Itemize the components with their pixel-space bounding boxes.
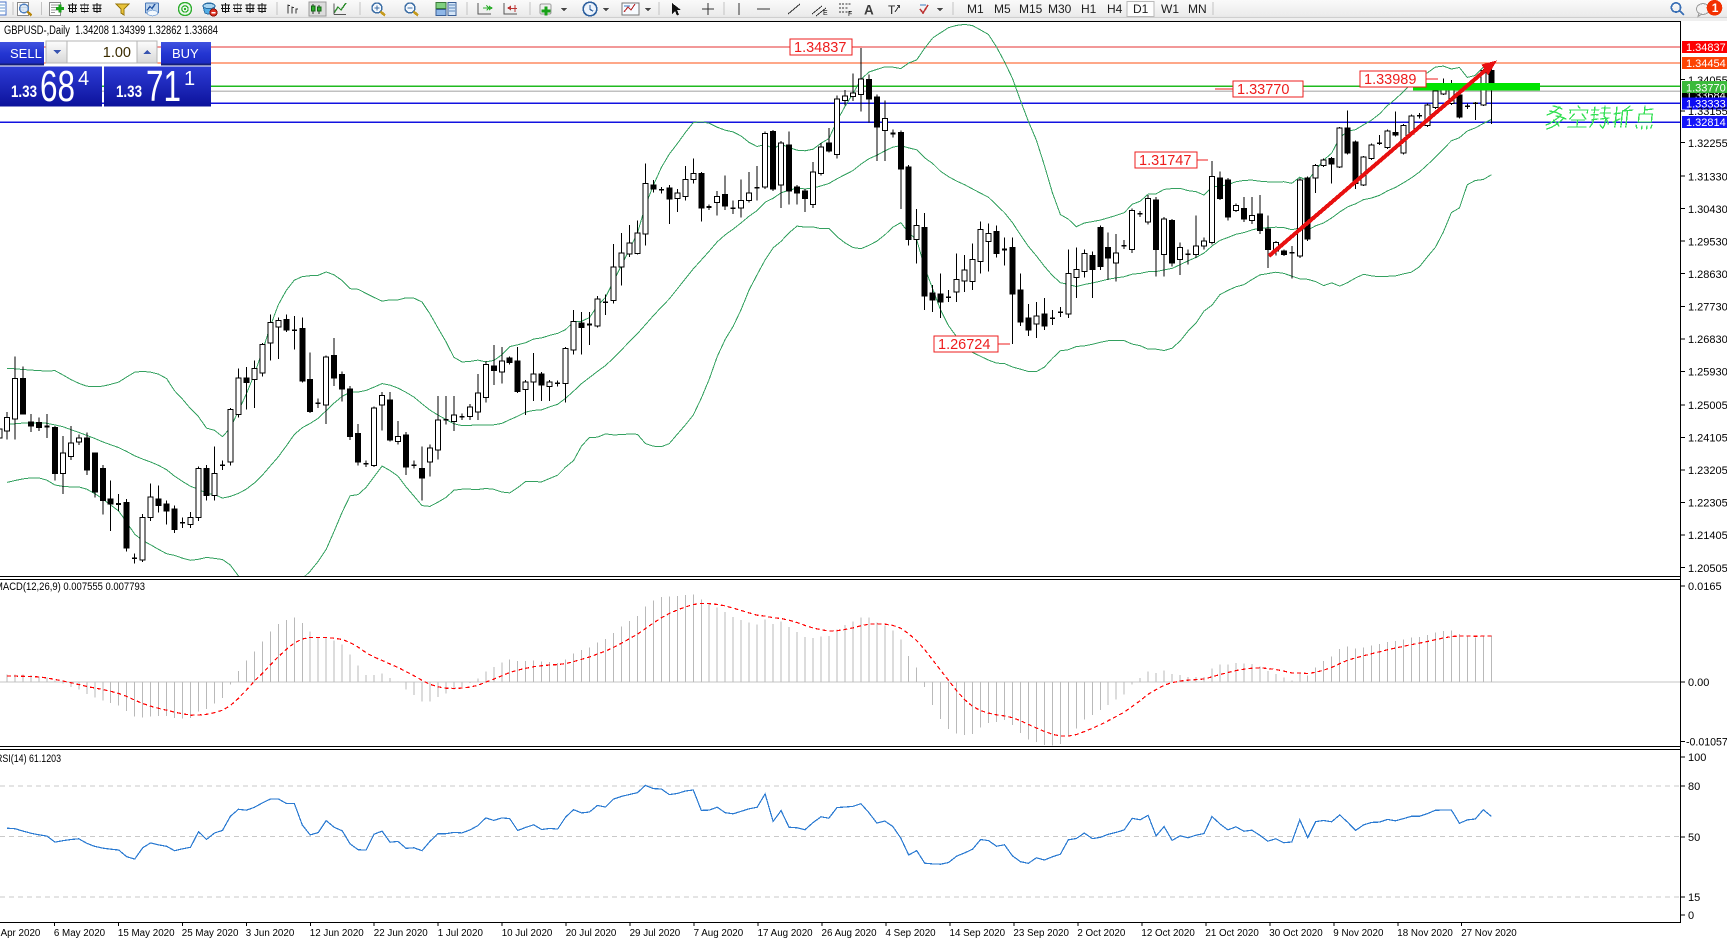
svg-text:12 Jun 2020: 12 Jun 2020: [310, 928, 364, 939]
svg-text:4: 4: [78, 68, 89, 90]
svg-text:E: E: [823, 10, 828, 17]
svg-text:6 May 2020: 6 May 2020: [54, 928, 106, 939]
svg-text:20 Jul 2020: 20 Jul 2020: [566, 928, 617, 939]
svg-text:A: A: [864, 3, 874, 18]
svg-text:1.34454: 1.34454: [1686, 58, 1726, 70]
svg-text:1.34837: 1.34837: [794, 40, 846, 56]
svg-text:1.27730: 1.27730: [1688, 302, 1727, 314]
svg-text:29 Jul 2020: 29 Jul 2020: [630, 928, 681, 939]
svg-text:15: 15: [1688, 892, 1700, 904]
svg-text:68: 68: [40, 62, 75, 111]
svg-text:1.31330: 1.31330: [1688, 171, 1727, 183]
svg-text:18 Nov 2020: 18 Nov 2020: [1397, 928, 1453, 939]
svg-text:1.31747: 1.31747: [1139, 153, 1191, 169]
svg-text:1.29530: 1.29530: [1688, 236, 1727, 248]
svg-text:1.33155: 1.33155: [1688, 106, 1727, 118]
svg-text:1.33770: 1.33770: [1686, 82, 1726, 94]
svg-text:1.34837: 1.34837: [1686, 42, 1726, 54]
svg-text:27 Nov 2020: 27 Nov 2020: [1461, 928, 1517, 939]
svg-text:1.25005: 1.25005: [1688, 400, 1727, 412]
svg-text:9 Nov 2020: 9 Nov 2020: [1333, 928, 1384, 939]
svg-text:1.26830: 1.26830: [1688, 334, 1727, 346]
svg-text:23 Sep 2020: 23 Sep 2020: [1013, 928, 1069, 939]
svg-text:25 May 2020: 25 May 2020: [182, 928, 239, 939]
svg-text:2 Oct 2020: 2 Oct 2020: [1077, 928, 1125, 939]
svg-text:F: F: [848, 11, 852, 18]
svg-text:1.30430: 1.30430: [1688, 204, 1727, 216]
svg-text:1.33333: 1.33333: [1686, 99, 1726, 111]
svg-text:0: 0: [1688, 910, 1694, 922]
svg-text:12 Oct 2020: 12 Oct 2020: [1141, 928, 1195, 939]
svg-text:1.24105: 1.24105: [1688, 433, 1727, 445]
svg-text:RSI(14) 61.1203: RSI(14) 61.1203: [0, 753, 61, 765]
svg-text:H1: H1: [1081, 2, 1097, 16]
svg-text:1.32255: 1.32255: [1688, 138, 1727, 150]
svg-text:M5: M5: [994, 2, 1011, 16]
svg-text:0.00: 0.00: [1688, 677, 1709, 689]
svg-text:SELL: SELL: [10, 46, 42, 61]
svg-text:M1: M1: [967, 2, 984, 16]
svg-text:100: 100: [1688, 752, 1706, 764]
svg-text:30 Apr 2020: 30 Apr 2020: [0, 928, 41, 939]
svg-text:M30: M30: [1048, 2, 1072, 16]
svg-text:14 Sep 2020: 14 Sep 2020: [950, 928, 1006, 939]
svg-text:1.00: 1.00: [103, 45, 131, 61]
svg-text:1: 1: [184, 68, 195, 90]
svg-text:7 Aug 2020: 7 Aug 2020: [694, 928, 744, 939]
svg-text:W1: W1: [1161, 2, 1179, 16]
svg-text:MACD(12,26,9) 0.007555 0.00779: MACD(12,26,9) 0.007555 0.007793: [0, 581, 145, 593]
svg-text:1.33: 1.33: [116, 82, 142, 101]
svg-text:MN: MN: [1188, 2, 1207, 16]
svg-text:1.33: 1.33: [11, 82, 37, 101]
svg-text:0.0165: 0.0165: [1688, 581, 1722, 593]
svg-text:50: 50: [1688, 832, 1700, 844]
svg-text:1.26724: 1.26724: [938, 337, 990, 353]
svg-text:GBPUSD-,Daily 1.34208 1.34399: GBPUSD-,Daily 1.34208 1.34399 1.32862 1.…: [4, 25, 218, 37]
svg-text:80: 80: [1688, 781, 1700, 793]
svg-text:26 Aug 2020: 26 Aug 2020: [822, 928, 878, 939]
svg-text:1.21405: 1.21405: [1688, 530, 1727, 542]
svg-text:T: T: [888, 3, 896, 17]
svg-text:D1: D1: [1133, 2, 1149, 16]
svg-text:3 Jun 2020: 3 Jun 2020: [246, 928, 295, 939]
svg-text:1.33770: 1.33770: [1237, 82, 1289, 98]
svg-text:21 Oct 2020: 21 Oct 2020: [1205, 928, 1259, 939]
svg-text:1.20505: 1.20505: [1688, 563, 1727, 575]
svg-text:22 Jun 2020: 22 Jun 2020: [374, 928, 428, 939]
svg-text:71: 71: [146, 62, 181, 111]
svg-text:H4: H4: [1107, 2, 1123, 16]
svg-text:1.33989: 1.33989: [1364, 72, 1416, 88]
svg-text:1.23205: 1.23205: [1688, 465, 1727, 477]
svg-text:1.32814: 1.32814: [1686, 117, 1726, 129]
svg-text:1: 1: [1712, 1, 1719, 15]
svg-text:30 Oct 2020: 30 Oct 2020: [1269, 928, 1323, 939]
svg-text:1.28630: 1.28630: [1688, 269, 1727, 281]
svg-text:1.22305: 1.22305: [1688, 498, 1727, 510]
svg-text:15 May 2020: 15 May 2020: [118, 928, 175, 939]
svg-text:1.25930: 1.25930: [1688, 367, 1727, 379]
svg-text:10 Jul 2020: 10 Jul 2020: [502, 928, 553, 939]
svg-text:4 Sep 2020: 4 Sep 2020: [886, 928, 937, 939]
svg-text:1 Jul 2020: 1 Jul 2020: [438, 928, 484, 939]
svg-text:BUY: BUY: [172, 46, 199, 61]
svg-text:17 Aug 2020: 17 Aug 2020: [758, 928, 814, 939]
svg-text:M15: M15: [1019, 2, 1043, 16]
